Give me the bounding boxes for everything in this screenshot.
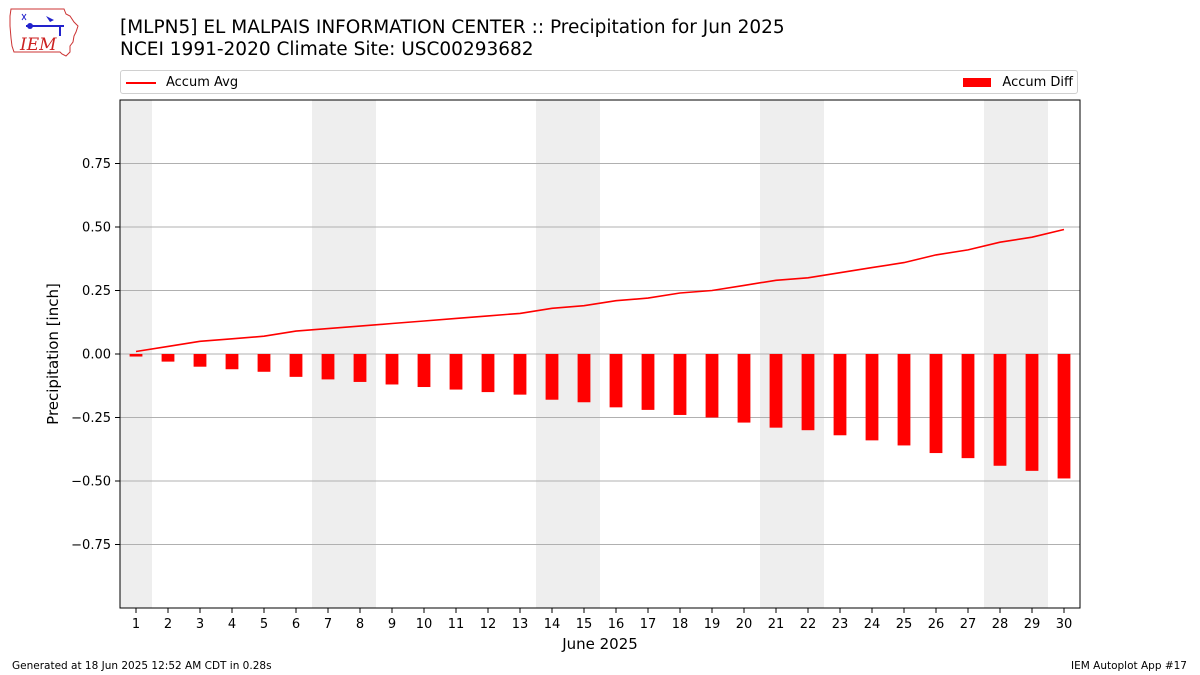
chart-title-line2: NCEI 1991-2020 Climate Site: USC00293682 [120, 39, 534, 60]
accum-diff-bar [833, 354, 847, 436]
legend: Accum Avg Accum Diff [120, 70, 1078, 94]
accum-diff-bar [737, 354, 751, 423]
x-tick-label: 3 [196, 617, 204, 632]
accum-diff-bar [769, 354, 783, 428]
x-tick-label: 13 [512, 617, 529, 632]
y-tick-label: 0.25 [82, 284, 111, 299]
x-tick-label: 20 [736, 617, 753, 632]
y-axis-ticks: −0.75 −0.50 −0.25 0.00 0.25 0.50 0.75 [71, 157, 120, 553]
x-tick-label: 28 [992, 617, 1009, 632]
x-tick-label: 1 [132, 617, 140, 632]
chart-title-line1: [MLPN5] EL MALPAIS INFORMATION CENTER ::… [120, 17, 785, 38]
accum-diff-bar [545, 354, 559, 400]
legend-line-swatch [126, 81, 156, 84]
accum-diff-bar [353, 354, 367, 382]
x-tick-label: 8 [356, 617, 364, 632]
accum-avg-line-group [135, 228, 1065, 353]
x-tick-label: 27 [960, 617, 977, 632]
y-tick-label: −0.25 [71, 411, 111, 426]
y-tick-label: −0.50 [71, 475, 111, 490]
x-tick-label: 7 [324, 617, 332, 632]
iowa-state-outline-icon: IEM [9, 8, 79, 57]
x-tick-label: 6 [292, 617, 300, 632]
x-tick-label: 24 [864, 617, 881, 632]
accum-diff-bar [193, 354, 207, 367]
accum-diff-bar [897, 354, 911, 446]
footer-app-id: IEM Autoplot App #17 [1071, 660, 1187, 672]
x-tick-label: 4 [228, 617, 236, 632]
x-tick-label: 17 [640, 617, 657, 632]
x-tick-label: 23 [832, 617, 849, 632]
x-tick-label: 2 [164, 617, 172, 632]
gridlines [120, 163, 1080, 545]
x-tick-label: 5 [260, 617, 268, 632]
accum-diff-bar [865, 354, 879, 441]
x-tick-label: 29 [1024, 617, 1041, 632]
accum-diff-bar [577, 354, 591, 403]
accum-diff-bar [321, 354, 335, 380]
x-tick-label: 21 [768, 617, 785, 632]
accum-diff-bar [257, 354, 271, 372]
x-tick-label: 10 [416, 617, 433, 632]
y-tick-label: 0.75 [82, 157, 111, 172]
accum-diff-bar [449, 354, 463, 390]
x-tick-label: 19 [704, 617, 721, 632]
y-tick-label: 0.50 [82, 221, 111, 236]
accum-diff-bar [609, 354, 623, 408]
iem-logo: IEM [8, 6, 80, 58]
x-tick-label: 26 [928, 617, 945, 632]
y-tick-label: −0.75 [71, 538, 111, 553]
x-tick-label: 25 [896, 617, 913, 632]
accum-diff-bar [641, 354, 655, 410]
y-tick-label: 0.00 [82, 348, 111, 363]
x-tick-label: 15 [576, 617, 593, 632]
y-axis-label: Precipitation [inch] [44, 283, 62, 425]
accum-diff-bar [1025, 354, 1039, 471]
accum-diff-bar [801, 354, 815, 431]
legend-label-accum-avg: Accum Avg [166, 75, 239, 90]
accum-diff-bar [993, 354, 1007, 466]
accum-avg-line [135, 228, 1065, 353]
x-axis-ticks: 1 2 3 4 5 6 7 8 9 10 11 12 13 14 15 16 17 18 19 20 21 22 23 24 2… [132, 608, 1072, 632]
accum-diff-bar [129, 354, 143, 357]
x-axis-label: June 2025 [561, 635, 638, 653]
accum-diff-bar [929, 354, 943, 454]
accum-diff-bar [1057, 354, 1071, 479]
x-tick-label: 22 [800, 617, 817, 632]
accum-diff-bar [705, 354, 719, 418]
weekend-shading [120, 100, 1048, 608]
logo-text: IEM [19, 35, 57, 55]
accum-diff-bar [225, 354, 239, 370]
footer-generated: Generated at 18 Jun 2025 12:52 AM CDT in… [12, 660, 272, 672]
x-tick-label: 16 [608, 617, 625, 632]
accum-diff-bar [961, 354, 975, 459]
accum-diff-bar [161, 354, 175, 362]
accum-diff-bar [513, 354, 527, 395]
accum-diff-bar [385, 354, 399, 385]
x-tick-label: 18 [672, 617, 689, 632]
legend-bar-swatch [963, 78, 992, 87]
accum-diff-bar [481, 354, 495, 393]
accum-diff-bar [417, 354, 431, 388]
legend-item-accum-diff: Accum Diff [963, 74, 1073, 91]
accum-diff-bar [673, 354, 687, 415]
accum-diff-bar [289, 354, 303, 377]
x-tick-label: 11 [448, 617, 465, 632]
chart-title: [MLPN5] EL MALPAIS INFORMATION CENTER ::… [120, 17, 785, 61]
accum-diff-bars [129, 354, 1071, 479]
legend-item-accum-avg: Accum Avg [126, 74, 238, 91]
legend-label-accum-diff: Accum Diff [1002, 75, 1073, 90]
x-tick-label: 14 [544, 617, 561, 632]
x-tick-label: 12 [480, 617, 497, 632]
x-tick-label: 9 [388, 617, 396, 632]
x-tick-label: 30 [1056, 617, 1073, 632]
